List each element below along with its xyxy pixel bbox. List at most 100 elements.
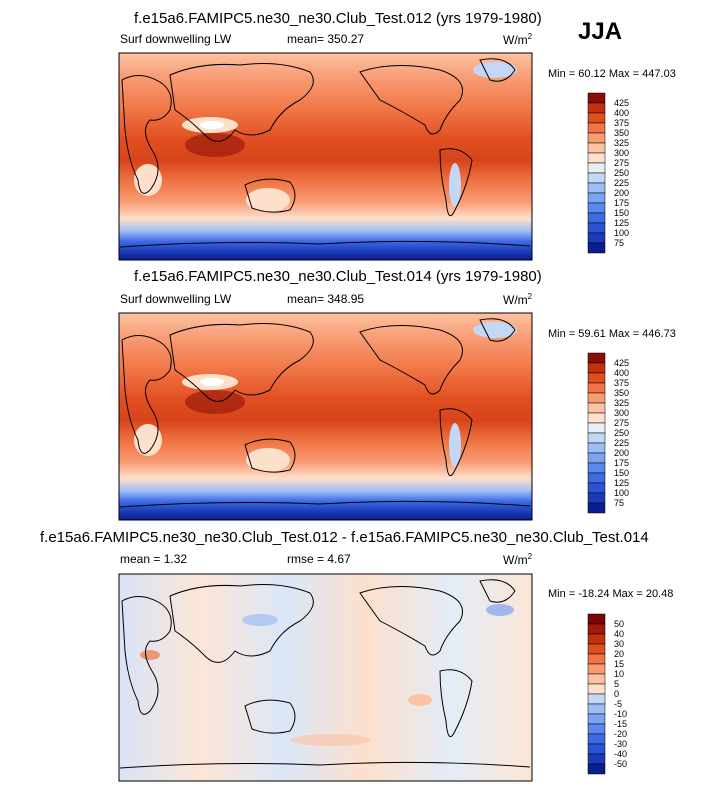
colorbar-tick-label: 225 <box>614 438 629 448</box>
colorbar-box <box>587 743 606 755</box>
colorbar-tick-label: 400 <box>614 108 629 118</box>
panel-3-map-field <box>118 573 533 782</box>
colorbar-tick-label: 100 <box>614 488 629 498</box>
colorbar-tick-label: -30 <box>614 739 627 749</box>
colorbar-tick-label: 350 <box>614 388 629 398</box>
colorbar-box <box>587 623 606 635</box>
panel-1-title: f.e15a6.FAMIPC5.ne30_ne30.Club_Test.012 … <box>134 10 542 27</box>
panel-3-mean-label: mean = 1.32 <box>120 552 188 566</box>
colorbar-box <box>587 222 606 234</box>
colorbar-box <box>587 142 606 154</box>
colorbar-box <box>587 713 606 725</box>
panel-1-greenland-low <box>473 62 517 78</box>
panel-1-colorbar: 7510012515017520022525027530032535037540… <box>587 92 629 254</box>
colorbar-box <box>587 703 606 715</box>
colorbar-tick-label: 250 <box>614 428 629 438</box>
colorbar-box <box>587 152 606 164</box>
panel-2-australia <box>246 448 290 472</box>
colorbar-box <box>587 643 606 655</box>
colorbar-tick-label: 325 <box>614 398 629 408</box>
panel-2-greenland-low <box>473 322 517 338</box>
colorbar-tick-label: 75 <box>614 238 624 248</box>
panel-3-warm-spot-2 <box>408 694 432 706</box>
colorbar-box <box>587 392 606 404</box>
colorbar-tick-label: -5 <box>614 699 622 709</box>
panel-3-map <box>118 573 533 782</box>
panel-2-units: W/m2 <box>503 292 533 307</box>
colorbar-tick-label: 40 <box>614 629 624 639</box>
panel-2-tibet-core <box>200 378 224 386</box>
colorbar-box <box>587 102 606 114</box>
colorbar-tick-label: 200 <box>614 188 629 198</box>
panel-3-rmse-label: rmse = 4.67 <box>287 552 351 566</box>
colorbar-tick-label: 150 <box>614 468 629 478</box>
panel-2-map <box>118 312 533 521</box>
panel-2-map-field <box>118 312 533 521</box>
panel-2-india-high <box>185 390 245 414</box>
panel-1-andes-low <box>449 163 461 207</box>
colorbar-box <box>587 112 606 124</box>
colorbar-box <box>587 613 606 625</box>
colorbar-box <box>587 202 606 214</box>
colorbar-box <box>587 693 606 705</box>
season-label: JJA <box>578 18 623 45</box>
colorbar-tick-label: 30 <box>614 639 624 649</box>
colorbar-tick-label: 100 <box>614 228 629 238</box>
colorbar-tick-label: 300 <box>614 408 629 418</box>
colorbar-tick-label: 375 <box>614 118 629 128</box>
panel-2-coastlines <box>119 318 531 508</box>
panel-2-mean-label: mean= 348.95 <box>287 292 365 306</box>
panel-1-variable-label: Surf downwelling LW <box>120 32 232 46</box>
panel-3-warm-spot-1 <box>140 650 160 660</box>
panel-1-units: W/m2 <box>503 32 533 47</box>
panel-1-mean-label: mean= 350.27 <box>287 32 365 46</box>
colorbar-tick-label: -40 <box>614 749 627 759</box>
colorbar-box <box>587 663 606 675</box>
colorbar-box <box>587 242 606 254</box>
colorbar-box <box>587 122 606 134</box>
colorbar-box <box>587 192 606 204</box>
panel-3-minmax: Min = -18.24 Max = 20.48 <box>548 588 674 600</box>
colorbar-tick-label: 375 <box>614 378 629 388</box>
colorbar-box <box>587 402 606 414</box>
colorbar-tick-label: 275 <box>614 418 629 428</box>
colorbar-box <box>587 422 606 434</box>
colorbar-tick-label: 5 <box>614 679 619 689</box>
colorbar-box <box>587 382 606 394</box>
panel-1-map <box>118 52 533 261</box>
colorbar-tick-label: 175 <box>614 198 629 208</box>
colorbar-box <box>587 172 606 184</box>
colorbar-box <box>587 753 606 765</box>
colorbar-box <box>587 502 606 514</box>
colorbar-tick-label: 0 <box>614 689 619 699</box>
colorbar-tick-label: 50 <box>614 619 624 629</box>
panel-3-title: f.e15a6.FAMIPC5.ne30_ne30.Club_Test.012 … <box>40 529 649 546</box>
panel-1-minmax: Min = 60.12 Max = 447.03 <box>548 68 676 80</box>
colorbar-box <box>587 633 606 645</box>
colorbar-box <box>587 432 606 444</box>
colorbar-box <box>587 763 606 775</box>
colorbar-tick-label: 125 <box>614 218 629 228</box>
panel-1-australia <box>246 188 290 212</box>
colorbar-tick-label: 250 <box>614 168 629 178</box>
colorbar-box <box>587 733 606 745</box>
colorbar-tick-label: 200 <box>614 448 629 458</box>
colorbar-box <box>587 653 606 665</box>
colorbar-box <box>587 472 606 484</box>
colorbar-tick-label: -20 <box>614 729 627 739</box>
colorbar-tick-label: 300 <box>614 148 629 158</box>
colorbar-tick-label: -15 <box>614 719 627 729</box>
panel-1-africa-south <box>134 164 162 196</box>
colorbar-tick-label: 400 <box>614 368 629 378</box>
colorbar-box <box>587 683 606 695</box>
colorbar-tick-label: 20 <box>614 649 624 659</box>
colorbar-box <box>587 492 606 504</box>
colorbar-tick-label: 225 <box>614 178 629 188</box>
panel-3-cool-spot-1 <box>242 614 278 626</box>
colorbar-tick-label: 175 <box>614 458 629 468</box>
colorbar-tick-label: 75 <box>614 498 624 508</box>
colorbar-box <box>587 162 606 174</box>
panel-3-warm-band <box>290 734 370 746</box>
